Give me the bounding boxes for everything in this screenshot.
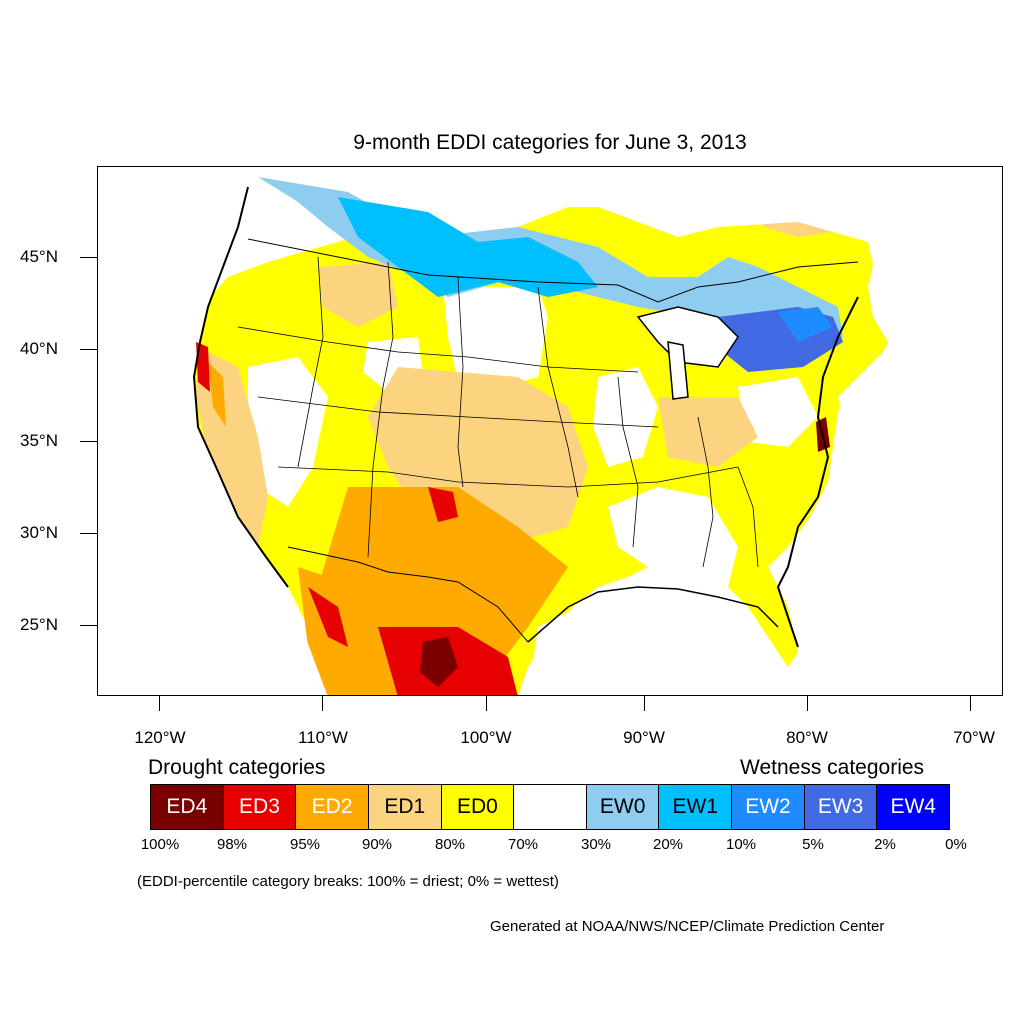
wet-region-montana-dakota <box>338 197 598 297</box>
us-mexico-border <box>287 546 529 643</box>
ed2-region-california <box>208 362 226 427</box>
lat-label-40: 40°N <box>20 339 58 358</box>
legend-cell-ed0: ED0 <box>441 785 515 829</box>
great-lakes <box>636 306 739 368</box>
legend-cell-normal <box>514 785 587 829</box>
lon-tick-120w <box>159 696 160 711</box>
percentile-label: 30% <box>580 836 612 853</box>
legend-cell-ew2: EW2 <box>732 785 805 829</box>
percentile-label: 80% <box>434 836 466 853</box>
legend-cell-ed4: ED4 <box>151 785 224 829</box>
lat-tick-45 <box>80 257 97 258</box>
legend-cell-ew0: EW0 <box>586 785 660 829</box>
legend-cell-ed3: ED3 <box>223 785 297 829</box>
lon-label-120w: 120°W <box>134 728 186 747</box>
legend-cell-ew1: EW1 <box>659 785 733 829</box>
lat-label-35: 35°N <box>20 431 58 450</box>
percentile-label: 90% <box>361 836 393 853</box>
lon-label-80w: 80°W <box>786 728 828 747</box>
ed3-region-pacific-coast <box>196 342 210 392</box>
lat-label-30: 30°N <box>20 523 58 542</box>
legend-cell-ew4: EW4 <box>877 785 950 829</box>
category-legend: ED4 ED3 ED2 ED1 ED0 EW0 EW1 EW2 EW3 EW4 <box>150 784 950 830</box>
eddi-map <box>98 167 1002 695</box>
lon-label-70w: 70°W <box>953 728 995 747</box>
lat-label-45: 45°N <box>20 247 58 266</box>
percentile-label: 95% <box>289 836 321 853</box>
wetness-categories-heading: Wetness categories <box>740 756 925 779</box>
normal-region-eastern-seaboard <box>738 377 818 447</box>
legend-cell-ed2: ED2 <box>296 785 369 829</box>
us-canada-border <box>247 238 859 303</box>
ed1-region-northern-rockies <box>318 262 398 327</box>
credit-text: Generated at NOAA/NWS/NCEP/Climate Predi… <box>490 918 885 935</box>
lon-label-110w: 110°W <box>298 728 348 747</box>
ed3-region-new-mexico <box>428 487 458 522</box>
ed1-region-ohio-valley <box>658 397 758 467</box>
percentile-label: 10% <box>725 836 757 853</box>
ed4-region-northern-mexico <box>420 637 458 687</box>
percentile-label: 100% <box>140 836 180 853</box>
percentile-label: 2% <box>874 836 896 853</box>
lat-tick-40 <box>80 349 97 350</box>
percentile-label: 20% <box>652 836 684 853</box>
drought-categories-heading: Drought categories <box>148 756 326 779</box>
normal-region-great-basin <box>248 357 328 507</box>
percentile-label: 5% <box>802 836 824 853</box>
lon-tick-100w <box>486 696 487 711</box>
pacific-ocean <box>98 167 328 695</box>
lon-tick-80w <box>807 696 808 711</box>
legend-cell-ew3: EW3 <box>804 785 878 829</box>
percentile-label: 70% <box>507 836 539 853</box>
lat-tick-25 <box>80 625 97 626</box>
map-title: 9-month EDDI categories for June 3, 2013 <box>353 131 747 154</box>
legend-cell-ed1: ED1 <box>368 785 442 829</box>
wet-region-ontario <box>778 307 833 342</box>
canada-north <box>248 167 1002 327</box>
normal-region-southeast <box>608 487 738 587</box>
normal-region-midwest <box>593 367 658 467</box>
lon-tick-110w <box>322 696 323 711</box>
lat-tick-35 <box>80 441 97 442</box>
percentile-label: 0% <box>945 836 967 853</box>
east-coastline <box>776 296 859 648</box>
percentile-label: 98% <box>216 836 248 853</box>
state-borders <box>237 256 759 568</box>
ed3-region-baja <box>308 587 348 647</box>
normal-region-northern-plains <box>443 287 548 387</box>
lat-tick-30 <box>80 533 97 534</box>
atlantic-ocean <box>798 248 1002 695</box>
lon-tick-70w <box>970 696 971 711</box>
category-breaks-note: (EDDI-percentile category breaks: 100% =… <box>137 873 559 890</box>
west-coastline <box>192 186 289 588</box>
lon-label-100w: 100°W <box>460 728 512 747</box>
lat-label-25: 25°N <box>20 615 58 634</box>
lake-michigan <box>667 341 689 400</box>
lon-tick-90w <box>644 696 645 711</box>
map-panel[interactable] <box>97 166 1003 696</box>
gulf-coastline <box>527 586 779 643</box>
gulf-of-mexico <box>528 587 798 695</box>
lon-label-90w: 90°W <box>623 728 665 747</box>
